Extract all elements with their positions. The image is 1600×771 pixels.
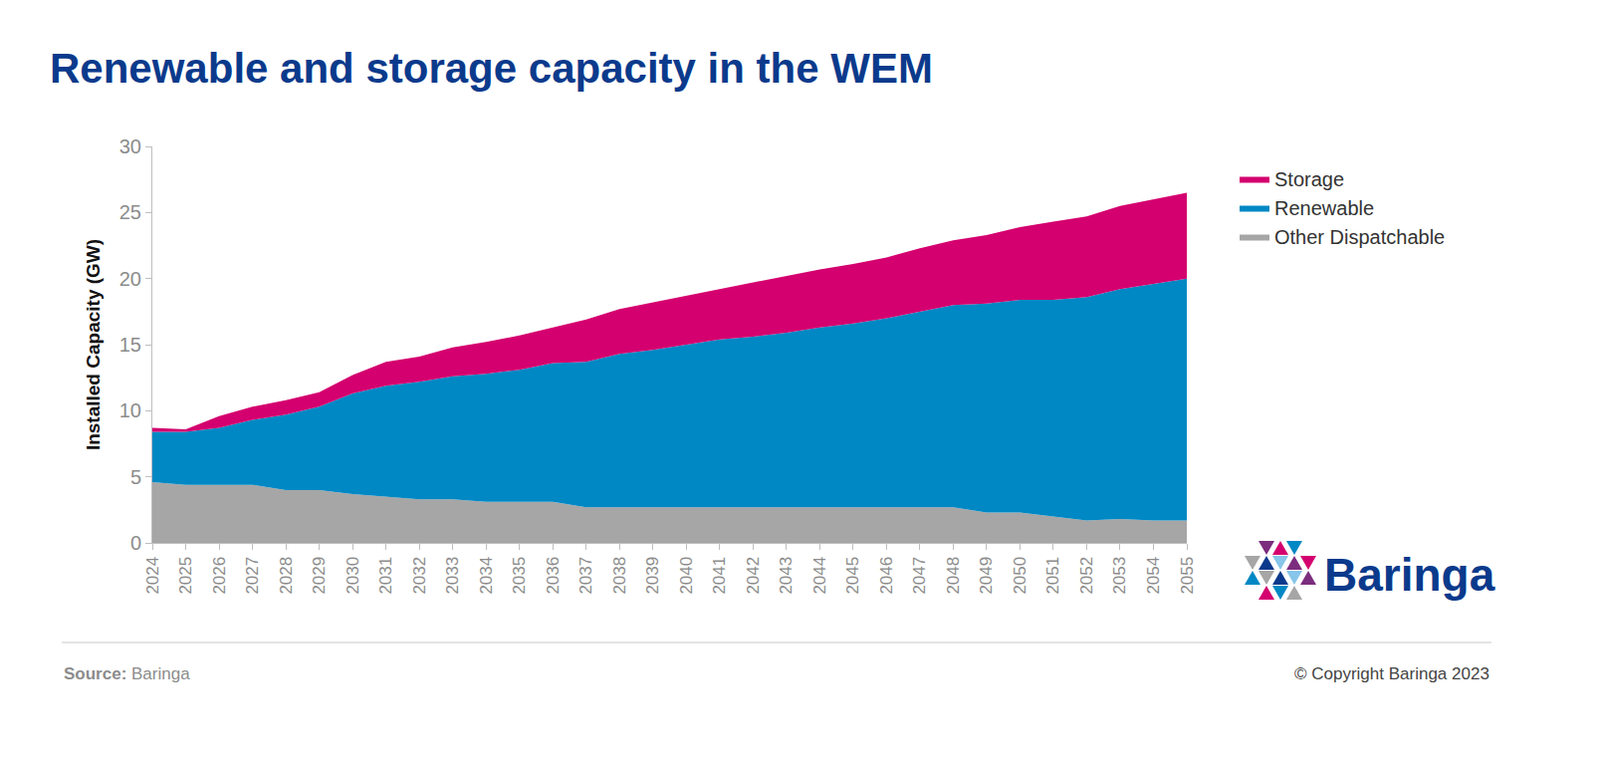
svg-text:2054: 2054 [1143,556,1163,595]
svg-text:2038: 2038 [610,556,630,595]
svg-text:2035: 2035 [509,556,529,595]
svg-text:2037: 2037 [576,556,596,595]
svg-text:2027: 2027 [242,556,262,595]
svg-text:Renewable and storage capacity: Renewable and storage capacity in the WE… [49,44,933,92]
svg-text:2051: 2051 [1043,556,1063,595]
svg-text:2044: 2044 [810,556,830,595]
svg-text:2052: 2052 [1077,556,1097,595]
svg-text:2049: 2049 [976,556,996,595]
svg-text:2050: 2050 [1010,556,1030,595]
svg-text:2030: 2030 [343,556,363,595]
svg-text:2031: 2031 [376,556,396,595]
svg-text:10: 10 [119,399,142,422]
svg-text:0: 0 [130,531,142,554]
svg-text:25: 25 [119,201,142,224]
svg-text:Storage: Storage [1274,168,1345,191]
svg-text:© Copyright Baringa 2023: © Copyright Baringa 2023 [1294,664,1490,684]
svg-text:2026: 2026 [210,556,229,595]
svg-text:Baringa: Baringa [1324,548,1496,601]
svg-text:2029: 2029 [309,556,329,595]
svg-text:15: 15 [119,333,142,356]
svg-text:Installed Capacity (GW): Installed Capacity (GW) [82,238,104,451]
svg-text:2040: 2040 [677,556,696,595]
svg-text:Other Dispatchable: Other Dispatchable [1274,226,1445,248]
svg-text:2053: 2053 [1110,556,1130,595]
svg-text:20: 20 [119,267,142,290]
svg-text:2055: 2055 [1177,556,1197,595]
svg-text:2042: 2042 [743,556,763,595]
svg-text:2048: 2048 [943,556,963,595]
svg-text:2039: 2039 [643,556,663,595]
svg-text:5: 5 [130,465,142,488]
svg-text:2033: 2033 [443,556,462,595]
svg-text:Source: Baringa: Source: Baringa [63,664,191,684]
svg-text:2028: 2028 [276,556,296,595]
svg-text:2043: 2043 [776,556,796,595]
svg-text:2036: 2036 [543,556,563,595]
svg-text:30: 30 [119,135,142,158]
svg-text:2032: 2032 [410,556,430,595]
svg-text:2045: 2045 [843,556,863,595]
svg-text:2034: 2034 [476,556,496,595]
svg-text:2025: 2025 [176,556,196,595]
svg-text:2024: 2024 [143,556,163,595]
svg-text:2041: 2041 [709,556,729,595]
svg-text:Renewable: Renewable [1274,197,1374,220]
svg-text:2047: 2047 [910,556,929,595]
svg-text:2046: 2046 [877,556,897,595]
